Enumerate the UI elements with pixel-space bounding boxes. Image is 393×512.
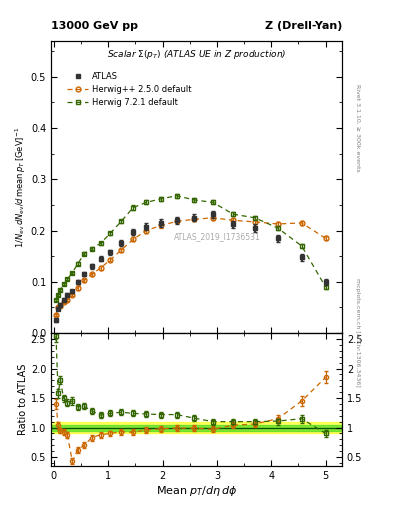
Y-axis label: $1/N_\mathrm{ev}\,dN_\mathrm{ev}/d\,\mathrm{mean}\,p_T\,[\mathrm{GeV}]^{-1}$: $1/N_\mathrm{ev}\,dN_\mathrm{ev}/d\,\mat…: [14, 126, 28, 248]
Text: Scalar $\Sigma(p_T)$ (ATLAS UE in Z production): Scalar $\Sigma(p_T)$ (ATLAS UE in Z prod…: [107, 48, 286, 61]
Text: mcplots.cern.ch [arXiv:1306.3436]: mcplots.cern.ch [arXiv:1306.3436]: [355, 279, 360, 387]
X-axis label: Mean $p_T/d\eta\,d\phi$: Mean $p_T/d\eta\,d\phi$: [156, 483, 237, 498]
Text: Rivet 3.1.10, ≥ 300k events: Rivet 3.1.10, ≥ 300k events: [355, 84, 360, 172]
Text: Z (Drell-Yan): Z (Drell-Yan): [264, 20, 342, 31]
Text: ATLAS_2019_I1736531: ATLAS_2019_I1736531: [173, 232, 260, 241]
Bar: [51, 422, 342, 434]
Legend: ATLAS, Herwig++ 2.5.0 default, Herwig 7.2.1 default: ATLAS, Herwig++ 2.5.0 default, Herwig 7.…: [64, 69, 195, 111]
Bar: [51, 424, 342, 431]
Text: 13000 GeV pp: 13000 GeV pp: [51, 20, 138, 31]
Y-axis label: Ratio to ATLAS: Ratio to ATLAS: [18, 364, 28, 435]
